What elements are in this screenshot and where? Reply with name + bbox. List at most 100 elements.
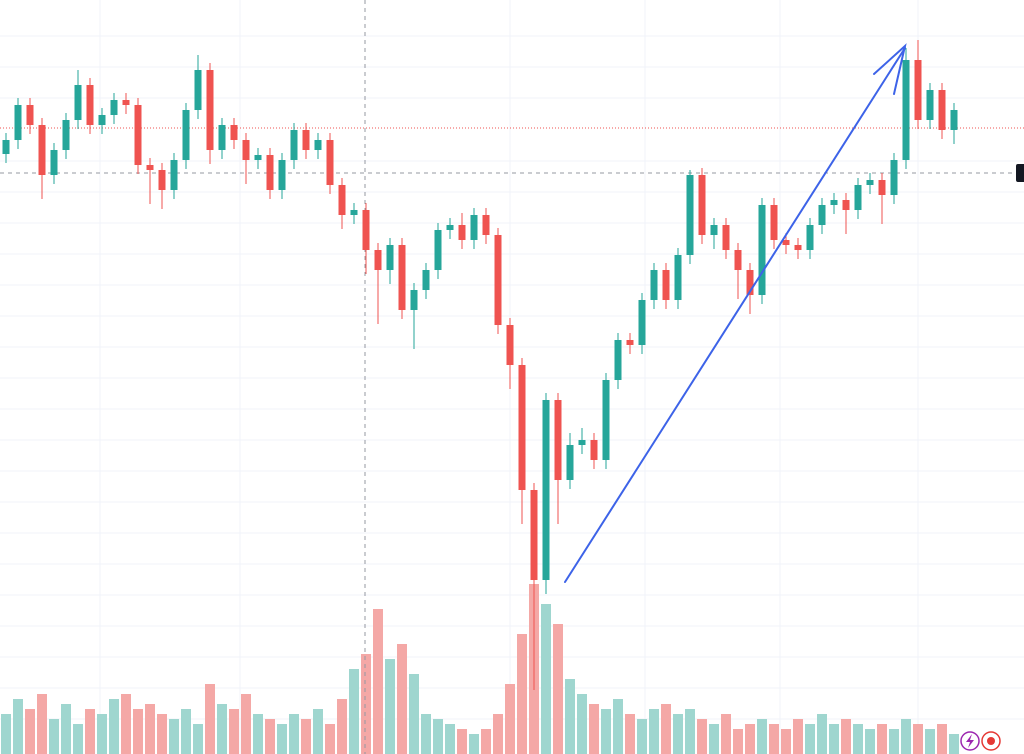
candle-body bbox=[614, 340, 622, 380]
volume-bar bbox=[193, 724, 203, 754]
candle-body bbox=[278, 160, 286, 190]
volume-bar bbox=[133, 709, 143, 754]
volume-bar bbox=[481, 729, 491, 754]
volume-bar bbox=[805, 724, 815, 754]
volume-bar bbox=[325, 724, 335, 754]
candle-body bbox=[854, 185, 862, 210]
candle-body bbox=[542, 400, 550, 580]
volume-bar bbox=[61, 704, 71, 754]
candle-body bbox=[554, 400, 562, 480]
candle-body bbox=[50, 150, 58, 175]
candle-body bbox=[362, 210, 370, 250]
candle-body bbox=[830, 200, 838, 205]
candle-body bbox=[746, 270, 754, 295]
candle-body bbox=[842, 200, 850, 210]
candle-body bbox=[338, 185, 346, 215]
candle-body bbox=[482, 215, 490, 235]
candle-body bbox=[410, 290, 418, 310]
volume-bar bbox=[541, 604, 551, 754]
volume-bar bbox=[889, 729, 899, 754]
volume-bar bbox=[841, 719, 851, 754]
volume-bar bbox=[553, 624, 563, 754]
volume-bar bbox=[1, 714, 11, 754]
candle-body bbox=[2, 140, 10, 154]
candle-body bbox=[422, 270, 430, 290]
volume-bar bbox=[433, 719, 443, 754]
candle-body bbox=[758, 205, 766, 295]
candle-body bbox=[902, 60, 910, 160]
volume-bar bbox=[457, 729, 467, 754]
volume-bar bbox=[397, 644, 407, 754]
volume-bar bbox=[577, 694, 587, 754]
candle-body bbox=[494, 235, 502, 325]
volume-bar bbox=[673, 714, 683, 754]
volume-bar bbox=[781, 729, 791, 754]
volume-bar bbox=[217, 704, 227, 754]
candle-body bbox=[434, 230, 442, 270]
volume-bar bbox=[181, 709, 191, 754]
candle-body bbox=[26, 105, 34, 125]
volume-bar bbox=[241, 694, 251, 754]
volume-bar bbox=[709, 724, 719, 754]
candle-body bbox=[782, 240, 790, 245]
candle-body bbox=[86, 85, 94, 125]
volume-bar bbox=[493, 714, 503, 754]
volume-bar bbox=[565, 679, 575, 754]
candle-body bbox=[662, 270, 670, 300]
volume-bar bbox=[169, 719, 179, 754]
candle-body bbox=[134, 105, 142, 165]
volume-bar bbox=[865, 729, 875, 754]
candle-layer bbox=[2, 40, 958, 690]
volume-bar bbox=[697, 719, 707, 754]
candle-body bbox=[314, 140, 322, 150]
volume-bar bbox=[337, 699, 347, 754]
candle-body bbox=[254, 155, 262, 160]
volume-bar bbox=[85, 709, 95, 754]
volume-bar bbox=[925, 729, 935, 754]
candle-body bbox=[302, 130, 310, 150]
candle-body bbox=[686, 175, 694, 255]
volume-bar bbox=[265, 719, 275, 754]
volume-bar bbox=[73, 724, 83, 754]
record-dot bbox=[987, 737, 995, 745]
volume-bar bbox=[253, 714, 263, 754]
volume-bar bbox=[25, 709, 35, 754]
candle-body bbox=[722, 225, 730, 250]
candle-body bbox=[890, 160, 898, 195]
candle-body bbox=[602, 380, 610, 460]
candle-body bbox=[866, 180, 874, 185]
volume-bar bbox=[409, 674, 419, 754]
candle-body bbox=[626, 340, 634, 345]
volume-bar bbox=[829, 724, 839, 754]
volume-bar bbox=[289, 714, 299, 754]
candle-body bbox=[182, 110, 190, 160]
volume-bar bbox=[589, 704, 599, 754]
candle-body bbox=[446, 225, 454, 230]
toolbar-icons[interactable] bbox=[960, 731, 1001, 751]
volume-bar bbox=[901, 719, 911, 754]
volume-bar bbox=[661, 704, 671, 754]
volume-bar bbox=[637, 719, 647, 754]
candle-body bbox=[674, 255, 682, 300]
volume-bar bbox=[625, 714, 635, 754]
candle-body bbox=[578, 440, 586, 445]
candle-body bbox=[158, 170, 166, 190]
candle-body bbox=[530, 490, 538, 580]
volume-bar bbox=[469, 734, 479, 754]
candle-body bbox=[374, 250, 382, 270]
volume-bar bbox=[145, 704, 155, 754]
candle-body bbox=[398, 245, 406, 310]
candle-body bbox=[926, 90, 934, 120]
volume-bar bbox=[361, 654, 371, 754]
volume-layer bbox=[1, 584, 959, 754]
candle-body bbox=[326, 140, 334, 185]
candle-body bbox=[950, 110, 958, 130]
candle-body bbox=[458, 225, 466, 240]
candle-body bbox=[794, 245, 802, 250]
candle-body bbox=[938, 90, 946, 130]
candle-body bbox=[170, 160, 178, 190]
volume-bar bbox=[49, 719, 59, 754]
volume-bar bbox=[853, 724, 863, 754]
